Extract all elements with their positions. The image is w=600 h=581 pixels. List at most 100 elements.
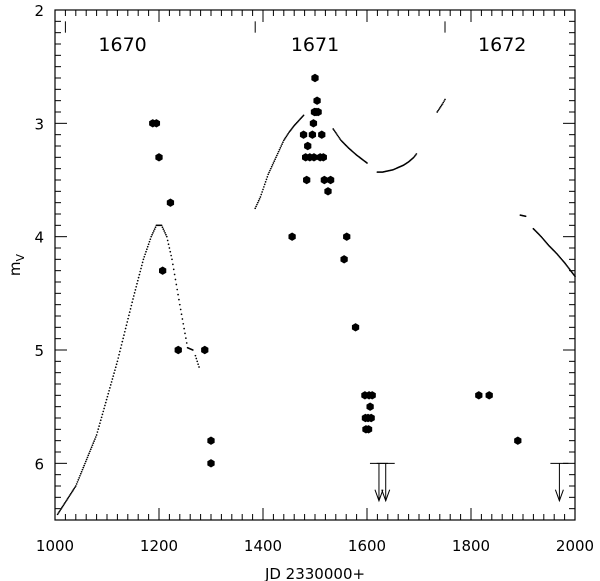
model-curve-dot: [286, 134, 289, 136]
model-curve-dot: [133, 292, 136, 294]
observation-point: [166, 198, 175, 207]
model-curve-dot: [80, 470, 83, 473]
observation-point: [309, 119, 318, 128]
model-curve-dot: [119, 350, 121, 353]
model-curve-dot: [262, 188, 264, 191]
model-curve-dot: [104, 401, 107, 404]
model-curve-dot: [273, 160, 276, 162]
model-curve-dot: [194, 354, 197, 357]
model-curve-dot: [91, 444, 94, 447]
model-curve-dot: [257, 199, 260, 202]
model-curve-dot: [141, 261, 144, 264]
model-curve-dot: [121, 340, 124, 343]
model-curve-dot: [79, 474, 81, 477]
model-curve-dot: [167, 243, 170, 246]
model-curve-dot: [266, 176, 269, 178]
observation-point: [299, 130, 308, 139]
model-curve-dot: [277, 150, 280, 153]
model-curve-dot: [256, 201, 259, 204]
model-curve-dot: [106, 395, 109, 398]
model-curve-dot: [276, 152, 279, 155]
x-tick-label: 1800: [452, 537, 490, 555]
model-curve-dot: [69, 492, 72, 495]
model-curve-dot: [105, 398, 108, 401]
model-curve-dot: [172, 263, 174, 266]
model-curve-dot: [150, 235, 153, 238]
model-curve-dot: [285, 135, 288, 138]
model-curve-dot: [84, 460, 87, 463]
y-tick-label: 5: [34, 342, 44, 360]
observation-point: [308, 130, 317, 139]
upper-limit-arrowhead: [381, 489, 391, 503]
model-curve-dot: [85, 458, 88, 461]
model-curve-dot: [63, 503, 66, 505]
x-tick-label: 2000: [556, 537, 594, 555]
model-curve-dot: [135, 285, 138, 288]
model-curve-dot: [92, 442, 95, 445]
model-curve-dot: [81, 468, 84, 471]
model-curve-dot: [84, 462, 86, 465]
model-curve-dot: [94, 436, 97, 438]
model-curve-dot: [197, 363, 199, 366]
model-curve-dot: [146, 245, 149, 248]
model-curve-dot: [75, 483, 78, 485]
y-tick-label: 6: [34, 455, 44, 473]
model-curve-dot: [107, 392, 110, 395]
model-curve-dot: [74, 486, 76, 489]
x-axis-title: JD 2330000+: [264, 565, 365, 581]
model-curve-dot: [103, 407, 105, 410]
model-curve-dot: [142, 258, 145, 261]
model-curve-dot: [152, 232, 154, 234]
model-curve-dot: [574, 275, 576, 278]
model-curve-dot: [102, 410, 105, 413]
model-curve-dot: [76, 481, 79, 483]
model-curve-dot: [144, 253, 146, 256]
model-curve-dot: [152, 230, 155, 232]
observation-point: [304, 141, 312, 151]
model-curve-dot: [83, 464, 85, 467]
model-curve-dot: [161, 226, 164, 229]
model-curve-dot: [173, 273, 176, 276]
model-curve-dot: [82, 466, 85, 469]
model-curve-dot: [171, 258, 173, 261]
model-curve-dot: [260, 193, 263, 196]
model-curve-dot: [74, 485, 77, 487]
model-curve-dot: [134, 289, 137, 291]
x-tick-label: 1000: [36, 537, 74, 555]
model-curve-dot: [282, 141, 284, 144]
model-curve-dot: [254, 207, 257, 210]
model-curve-dot: [168, 247, 171, 249]
model-curve-dot: [101, 413, 104, 416]
tick-labels: 1000 1200 1400 1600 1800 2000 2 3 4 5 6: [34, 2, 594, 555]
model-curve-dot: [97, 428, 100, 430]
model-curves: [56, 98, 576, 516]
observation-point: [303, 175, 311, 185]
observation-point: [475, 391, 483, 400]
upper-limit-arrows: [369, 462, 569, 503]
observation-point: [201, 345, 209, 355]
model-curve-dot: [96, 431, 99, 433]
model-curve-dot: [265, 178, 268, 181]
model-curve-dot: [89, 450, 91, 453]
model-curve-dot: [146, 248, 148, 251]
y-axis-title-main: m: [6, 261, 24, 276]
model-curve-dot: [272, 162, 275, 164]
observation-point: [311, 73, 319, 83]
model-curve-dot: [137, 276, 140, 279]
model-curve-dot: [95, 434, 98, 436]
observation-point: [367, 413, 375, 423]
observation-point: [318, 130, 326, 139]
year-label: 1670: [98, 34, 146, 56]
model-curve-dot: [283, 138, 286, 140]
model-curve-dot: [125, 324, 128, 327]
model-curve-dot: [136, 282, 138, 285]
model-curve-dot: [256, 203, 258, 206]
upper-limit-arrowhead: [554, 489, 564, 503]
model-curve-dot: [62, 504, 65, 507]
model-curve-dot: [276, 154, 278, 157]
model-curve-dot: [337, 135, 340, 138]
model-curve-dot: [338, 136, 341, 139]
model-curve-dot: [89, 448, 92, 451]
model-curve-dot: [269, 169, 271, 172]
